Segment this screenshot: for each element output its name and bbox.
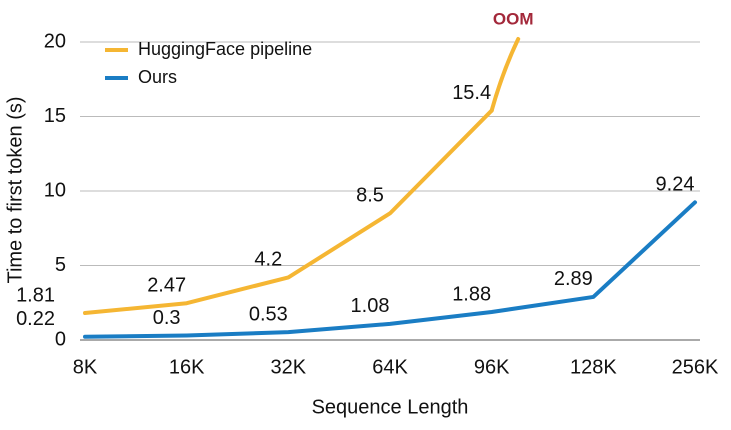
value-label: 15.4 bbox=[452, 82, 491, 104]
series-line bbox=[83, 200, 697, 339]
value-label: 8.5 bbox=[356, 185, 384, 207]
annotation: OOM bbox=[493, 9, 534, 28]
x-axis-title: Sequence Length bbox=[312, 396, 469, 418]
value-label: 0.53 bbox=[249, 303, 288, 325]
value-label: 0.22 bbox=[16, 308, 55, 330]
x-tick-label: 96K bbox=[474, 356, 510, 378]
value-label: 1.08 bbox=[351, 295, 390, 317]
value-label: 1.88 bbox=[452, 283, 491, 305]
y-tick-label: 15 bbox=[44, 105, 66, 127]
series-line bbox=[83, 108, 494, 316]
value-label: 0.3 bbox=[153, 307, 181, 329]
y-tick-label: 5 bbox=[55, 254, 66, 276]
oom-extension bbox=[489, 37, 521, 113]
x-tick-label: 64K bbox=[372, 356, 408, 378]
y-tick-label: 20 bbox=[44, 30, 66, 52]
value-label: 9.24 bbox=[656, 174, 695, 196]
value-label: 1.81 bbox=[16, 284, 55, 306]
x-tick-label: 128K bbox=[570, 356, 617, 378]
y-axis-title: Time to first token (s) bbox=[4, 96, 26, 283]
x-tick-label: 256K bbox=[672, 356, 719, 378]
legend-label: Ours bbox=[138, 67, 177, 87]
value-label: 2.47 bbox=[147, 274, 186, 296]
value-label: 2.89 bbox=[554, 268, 593, 290]
x-tick-label: 8K bbox=[73, 356, 98, 378]
y-tick-label: 10 bbox=[44, 179, 66, 201]
x-tick-label: 16K bbox=[169, 356, 205, 378]
y-tick-label: 0 bbox=[55, 328, 66, 350]
value-label: 4.2 bbox=[254, 249, 282, 271]
x-tick-label: 32K bbox=[271, 356, 307, 378]
legend-label: HuggingFace pipeline bbox=[138, 39, 312, 59]
